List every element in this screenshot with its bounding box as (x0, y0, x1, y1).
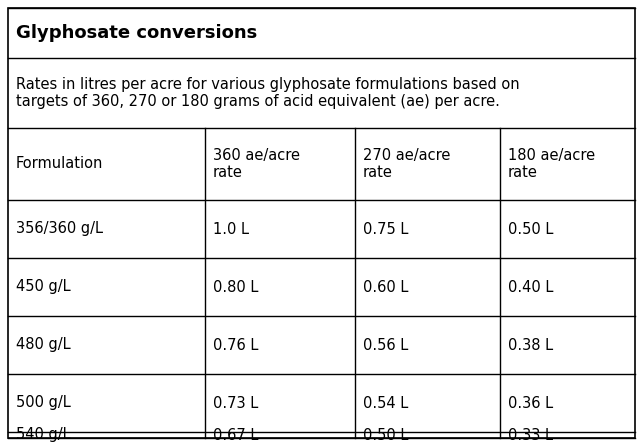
Text: 0.67 L: 0.67 L (213, 428, 258, 442)
Text: 450 g/L: 450 g/L (16, 280, 71, 294)
Text: 0.50 L: 0.50 L (363, 428, 408, 442)
Text: Glyphosate conversions: Glyphosate conversions (16, 24, 257, 42)
Text: 0.33 L: 0.33 L (508, 428, 553, 442)
Text: 0.40 L: 0.40 L (508, 280, 554, 294)
Text: 480 g/L: 480 g/L (16, 338, 71, 352)
Text: 1.0 L: 1.0 L (213, 222, 249, 236)
Text: 360 ae/acre
rate: 360 ae/acre rate (213, 148, 300, 180)
Text: 0.76 L: 0.76 L (213, 338, 258, 352)
Text: 0.36 L: 0.36 L (508, 396, 553, 410)
Text: 540 g/L: 540 g/L (16, 428, 71, 442)
Text: Formulation: Formulation (16, 157, 104, 172)
Text: 500 g/L: 500 g/L (16, 396, 71, 410)
Text: 0.38 L: 0.38 L (508, 338, 553, 352)
Text: 0.80 L: 0.80 L (213, 280, 258, 294)
Text: 0.60 L: 0.60 L (363, 280, 408, 294)
Text: 270 ae/acre
rate: 270 ae/acre rate (363, 148, 450, 180)
Text: 0.56 L: 0.56 L (363, 338, 408, 352)
Text: 0.50 L: 0.50 L (508, 222, 554, 236)
Text: 0.75 L: 0.75 L (363, 222, 408, 236)
Text: 180 ae/acre
rate: 180 ae/acre rate (508, 148, 595, 180)
Text: 356/360 g/L: 356/360 g/L (16, 222, 103, 236)
Text: 0.73 L: 0.73 L (213, 396, 258, 410)
Text: Rates in litres per acre for various glyphosate formulations based on
targets of: Rates in litres per acre for various gly… (16, 77, 520, 109)
Text: 0.54 L: 0.54 L (363, 396, 408, 410)
